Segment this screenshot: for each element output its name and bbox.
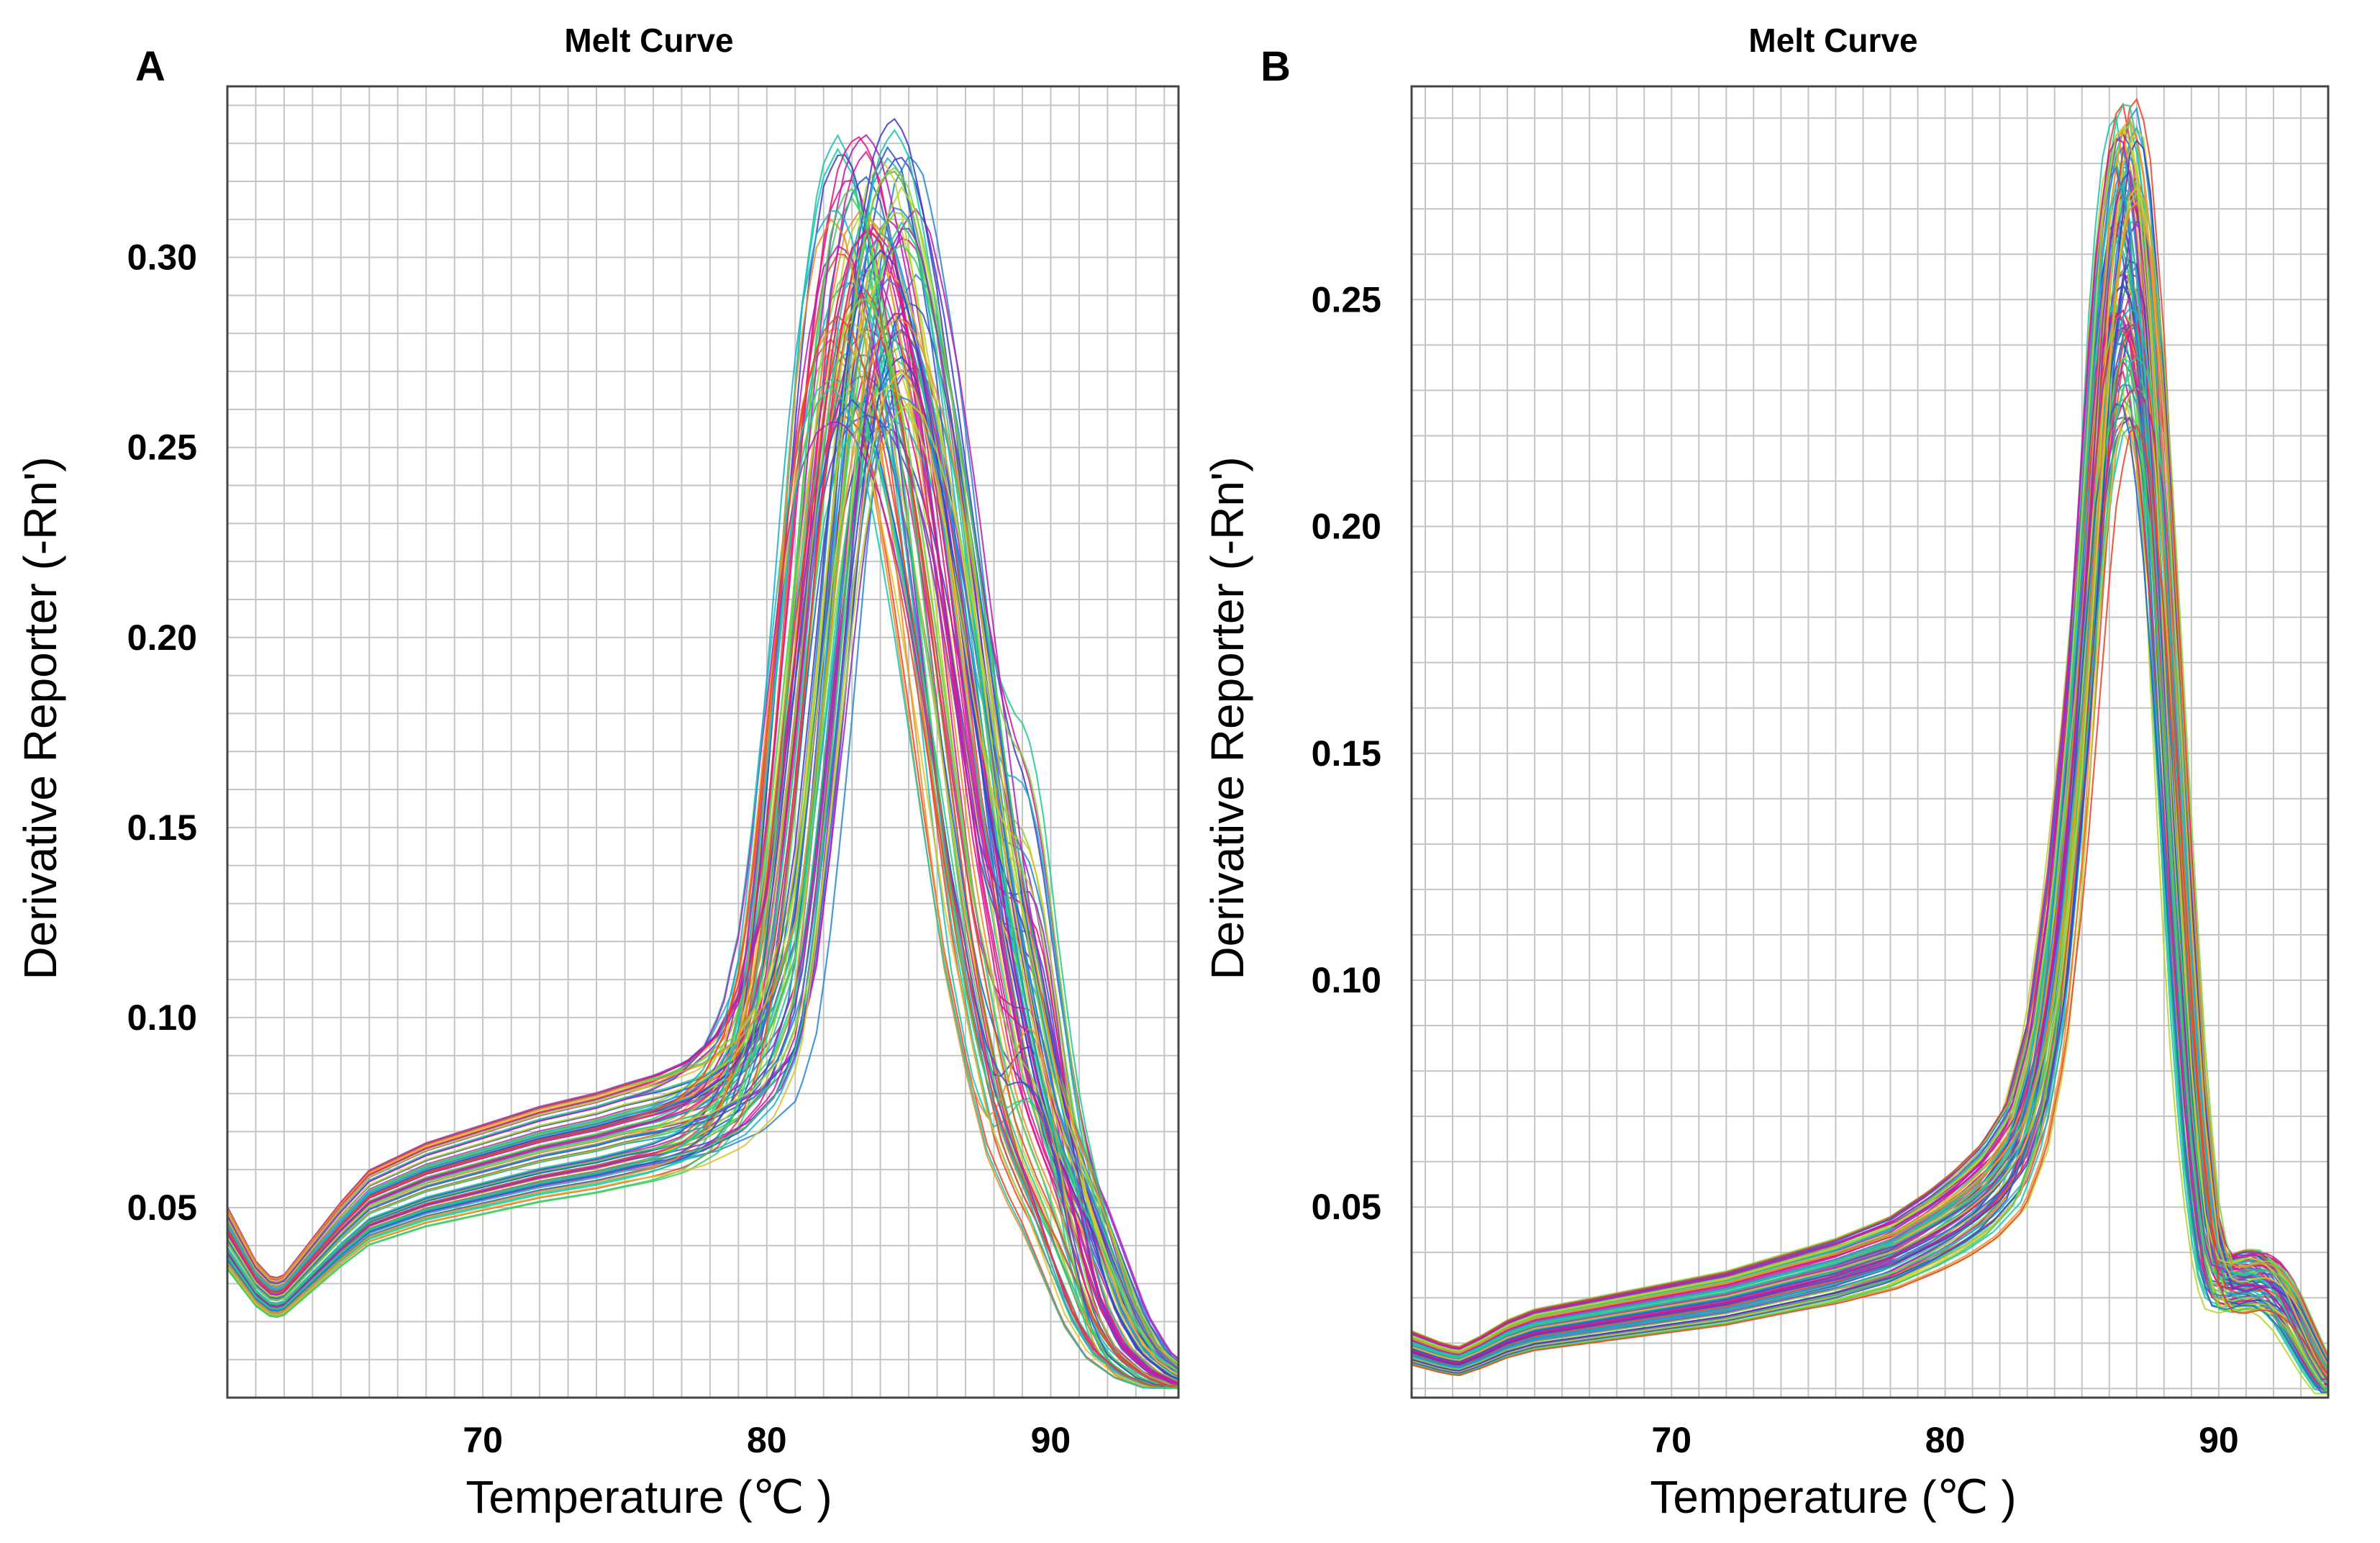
series-lines-b bbox=[1411, 97, 2329, 1395]
series-lines-a bbox=[227, 117, 1179, 1390]
series-line bbox=[227, 421, 1178, 1386]
y-tick-label: 0.15 bbox=[1312, 733, 1381, 774]
series-line bbox=[1411, 192, 2329, 1355]
series-line bbox=[1411, 424, 2329, 1380]
series-line bbox=[227, 210, 1178, 1387]
series-line bbox=[1411, 321, 2329, 1376]
series-line bbox=[1411, 186, 2329, 1367]
plot-area-a: 70 80 90 0.05 0.10 0.15 0.20 0.25 0.30 bbox=[127, 85, 1180, 1460]
panel-letter-b: B bbox=[1261, 43, 1291, 90]
series-line bbox=[227, 396, 1179, 1369]
series-line bbox=[227, 206, 1179, 1383]
series-line bbox=[227, 298, 1179, 1388]
panel-letter-a: A bbox=[135, 43, 165, 90]
series-line bbox=[227, 297, 1179, 1385]
series-line bbox=[1411, 307, 2329, 1371]
series-line bbox=[227, 302, 1179, 1363]
y-tick-label: 0.20 bbox=[1312, 507, 1381, 547]
series-line bbox=[1411, 166, 2328, 1389]
series-line bbox=[227, 315, 1178, 1387]
series-line bbox=[227, 398, 1178, 1389]
x-tick-label: 80 bbox=[747, 1420, 787, 1460]
x-tick-label: 80 bbox=[1925, 1420, 1966, 1460]
series-line bbox=[227, 384, 1178, 1389]
plot-frame-a bbox=[226, 85, 1180, 1399]
series-line bbox=[227, 318, 1179, 1368]
panel-b: B Melt Curve Temperature (℃ ) Derivative… bbox=[1202, 22, 2330, 1523]
plot-area-b: 70 80 90 0.05 0.10 0.15 0.20 0.25 bbox=[1312, 85, 2330, 1460]
series-line bbox=[227, 271, 1179, 1375]
y-tick-label: 0.30 bbox=[127, 237, 197, 278]
series-line bbox=[227, 145, 1179, 1380]
x-axis-label-b: Temperature (℃ ) bbox=[1650, 1471, 2016, 1523]
series-line bbox=[227, 386, 1179, 1376]
chart-title-b: Melt Curve bbox=[1748, 22, 1917, 59]
y-tick-label: 0.05 bbox=[127, 1187, 197, 1228]
series-line bbox=[1411, 201, 2329, 1360]
series-line bbox=[1411, 357, 2329, 1394]
y-axis-label-b: Derivative Reporter (-Rn') bbox=[1202, 456, 1253, 979]
x-tick-label: 90 bbox=[1031, 1420, 1071, 1460]
chart-title-a: Melt Curve bbox=[564, 22, 733, 59]
x-axis-label-a: Temperature (℃ ) bbox=[465, 1471, 832, 1523]
y-tick-label: 0.25 bbox=[127, 427, 197, 468]
y-tick-label: 0.05 bbox=[1312, 1187, 1381, 1227]
x-tick-label: 90 bbox=[2199, 1420, 2239, 1460]
series-line bbox=[227, 402, 1179, 1365]
panel-a: A Melt Curve Temperature (℃ ) Derivative… bbox=[14, 22, 1180, 1523]
y-tick-label: 0.15 bbox=[127, 807, 197, 848]
x-tick-label: 70 bbox=[1651, 1420, 1691, 1460]
x-tick-label: 70 bbox=[463, 1420, 503, 1460]
series-line bbox=[227, 221, 1179, 1373]
plot-frame-b bbox=[1410, 85, 2330, 1399]
series-line bbox=[227, 187, 1178, 1390]
y-tick-label: 0.25 bbox=[1312, 279, 1381, 320]
y-axis-label-a: Derivative Reporter (-Rn') bbox=[14, 456, 66, 979]
series-line bbox=[227, 153, 1178, 1388]
series-line bbox=[227, 249, 1179, 1380]
series-line bbox=[227, 212, 1179, 1372]
y-tick-label: 0.20 bbox=[127, 617, 197, 658]
y-tick-label: 0.10 bbox=[1312, 960, 1381, 1000]
series-line bbox=[227, 369, 1179, 1376]
y-tick-label: 0.10 bbox=[127, 997, 197, 1038]
